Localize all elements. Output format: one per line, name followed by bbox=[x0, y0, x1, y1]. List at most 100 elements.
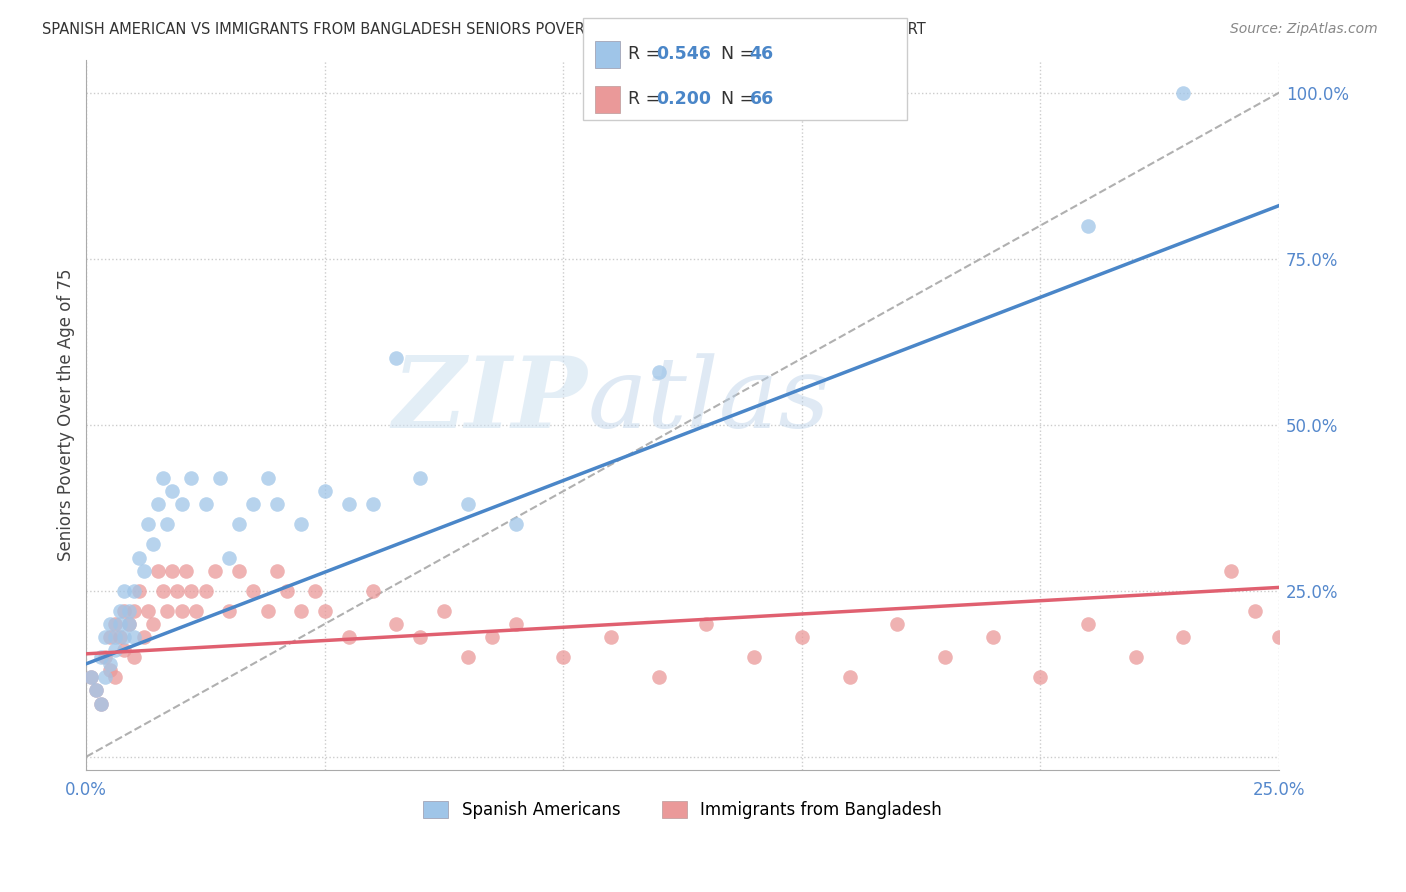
Point bbox=[648, 670, 671, 684]
Point bbox=[84, 683, 107, 698]
Point bbox=[108, 616, 131, 631]
Point bbox=[156, 604, 179, 618]
Point bbox=[108, 604, 131, 618]
Point bbox=[104, 670, 127, 684]
Point bbox=[228, 517, 250, 532]
Point bbox=[886, 616, 908, 631]
Point bbox=[242, 583, 264, 598]
Point bbox=[114, 604, 136, 618]
Point bbox=[256, 604, 278, 618]
Point bbox=[290, 517, 312, 532]
Point bbox=[505, 517, 527, 532]
Text: N =: N = bbox=[721, 45, 761, 63]
Point bbox=[194, 583, 217, 598]
Point bbox=[256, 471, 278, 485]
Point bbox=[385, 616, 408, 631]
Point bbox=[160, 564, 183, 578]
Point bbox=[600, 630, 623, 644]
Point bbox=[481, 630, 503, 644]
Text: R =: R = bbox=[628, 90, 666, 108]
Point bbox=[118, 616, 141, 631]
Point bbox=[142, 616, 165, 631]
Point bbox=[314, 604, 336, 618]
Point bbox=[1125, 650, 1147, 665]
Text: N =: N = bbox=[721, 90, 761, 108]
Point bbox=[385, 351, 408, 366]
Point bbox=[80, 670, 103, 684]
Point bbox=[176, 564, 198, 578]
Point bbox=[1292, 616, 1315, 631]
Point bbox=[118, 604, 141, 618]
Point bbox=[136, 517, 159, 532]
Point bbox=[361, 498, 384, 512]
Text: atlas: atlas bbox=[588, 353, 830, 449]
Point bbox=[122, 604, 145, 618]
Point bbox=[90, 650, 112, 665]
Text: R =: R = bbox=[628, 45, 666, 63]
Point bbox=[276, 583, 298, 598]
Y-axis label: Seniors Poverty Over the Age of 75: Seniors Poverty Over the Age of 75 bbox=[58, 268, 75, 561]
Point bbox=[122, 630, 145, 644]
Point bbox=[160, 484, 183, 499]
Point bbox=[128, 550, 150, 565]
Point bbox=[94, 630, 117, 644]
Point bbox=[80, 670, 103, 684]
Point bbox=[337, 498, 360, 512]
Point bbox=[98, 630, 121, 644]
Point bbox=[290, 604, 312, 618]
Point bbox=[204, 564, 226, 578]
Point bbox=[981, 630, 1004, 644]
Point bbox=[122, 583, 145, 598]
Point bbox=[90, 697, 112, 711]
Point bbox=[266, 564, 288, 578]
Point bbox=[152, 471, 174, 485]
Point bbox=[1173, 86, 1195, 100]
Point bbox=[94, 670, 117, 684]
Point bbox=[790, 630, 813, 644]
Text: 0.200: 0.200 bbox=[657, 90, 711, 108]
Point bbox=[136, 604, 159, 618]
Text: SPANISH AMERICAN VS IMMIGRANTS FROM BANGLADESH SENIORS POVERTY OVER THE AGE OF 7: SPANISH AMERICAN VS IMMIGRANTS FROM BANG… bbox=[42, 22, 927, 37]
Point bbox=[128, 583, 150, 598]
Point bbox=[84, 683, 107, 698]
Point bbox=[152, 583, 174, 598]
Point bbox=[266, 498, 288, 512]
Point bbox=[98, 616, 121, 631]
Point bbox=[457, 498, 479, 512]
Point bbox=[409, 471, 432, 485]
Point bbox=[170, 604, 193, 618]
Point bbox=[1029, 670, 1052, 684]
Point bbox=[361, 583, 384, 598]
Point bbox=[94, 650, 117, 665]
Point bbox=[114, 583, 136, 598]
Point bbox=[838, 670, 860, 684]
Point bbox=[1316, 650, 1339, 665]
Point bbox=[104, 616, 127, 631]
Point bbox=[170, 498, 193, 512]
Point bbox=[505, 616, 527, 631]
Point bbox=[337, 630, 360, 644]
Point bbox=[304, 583, 326, 598]
Point bbox=[114, 630, 136, 644]
Point bbox=[1244, 604, 1267, 618]
Point bbox=[180, 471, 202, 485]
Point bbox=[457, 650, 479, 665]
Point bbox=[180, 583, 202, 598]
Point bbox=[194, 498, 217, 512]
Point bbox=[90, 697, 112, 711]
Point bbox=[156, 517, 179, 532]
Point bbox=[553, 650, 575, 665]
Point bbox=[1077, 219, 1099, 233]
Text: 66: 66 bbox=[749, 90, 773, 108]
Legend: Spanish Americans, Immigrants from Bangladesh: Spanish Americans, Immigrants from Bangl… bbox=[416, 794, 949, 826]
Point bbox=[98, 657, 121, 671]
Point bbox=[98, 664, 121, 678]
Point bbox=[104, 630, 127, 644]
Point bbox=[409, 630, 432, 644]
Point bbox=[142, 537, 165, 551]
Point bbox=[146, 564, 169, 578]
Point bbox=[146, 498, 169, 512]
Point bbox=[1339, 630, 1361, 644]
Point bbox=[122, 650, 145, 665]
Point bbox=[108, 630, 131, 644]
